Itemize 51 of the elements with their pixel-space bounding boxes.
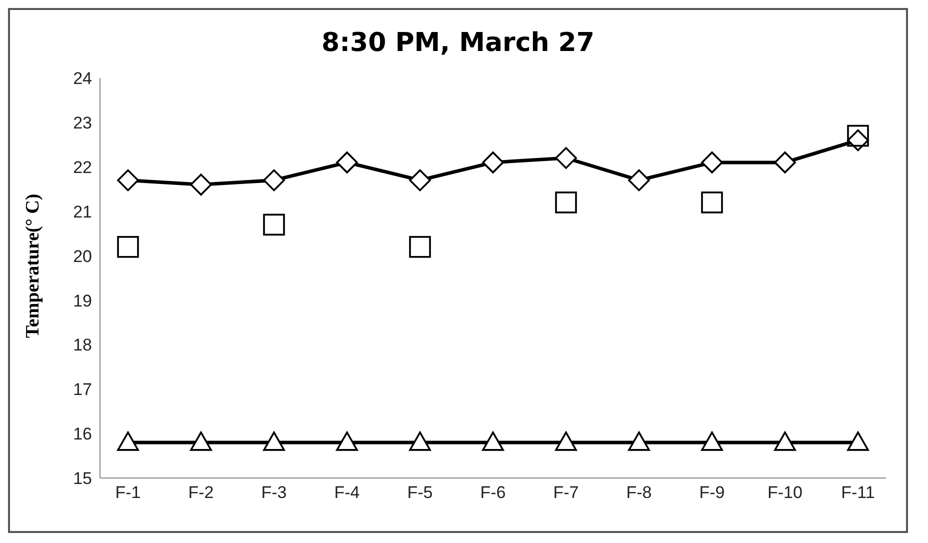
point — [117, 169, 139, 192]
x-tick-label: F-1 — [115, 483, 141, 502]
point — [847, 129, 869, 152]
point — [701, 192, 723, 214]
point — [628, 432, 650, 451]
point — [263, 169, 285, 192]
point — [555, 147, 577, 169]
x-tick-label: F-6 — [480, 483, 506, 502]
point — [482, 432, 504, 451]
y-tick-label: 16 — [73, 424, 92, 444]
point — [409, 169, 431, 192]
x-tick-label: F-10 — [768, 483, 802, 502]
point — [774, 432, 796, 451]
y-tick-label: 24 — [73, 69, 92, 88]
point — [190, 174, 212, 196]
x-tick-label: F-5 — [407, 483, 433, 502]
x-tick-label: F-11 — [841, 483, 875, 502]
point — [482, 152, 504, 174]
point — [555, 192, 577, 214]
point — [263, 432, 285, 451]
point — [190, 432, 212, 451]
point — [628, 169, 650, 192]
point — [701, 152, 723, 174]
y-tick-label: 19 — [73, 291, 92, 310]
x-tick-label: F-8 — [626, 483, 652, 502]
y-axis-title: Temperature(° C) — [22, 194, 44, 338]
x-tick-label: F-3 — [261, 483, 287, 502]
y-tick-label: 21 — [73, 202, 92, 222]
y-tick-label: 17 — [73, 380, 92, 400]
point — [555, 432, 577, 451]
point — [117, 236, 139, 258]
x-tick-label: F-2 — [188, 483, 214, 502]
point — [701, 432, 723, 451]
point — [117, 432, 139, 451]
y-tick-label: 20 — [73, 246, 92, 266]
x-tick-label: F-7 — [553, 483, 579, 502]
x-tick-label: F-9 — [699, 483, 725, 502]
point — [336, 432, 358, 451]
x-tick-label: F-4 — [334, 483, 360, 502]
point — [774, 152, 796, 174]
point — [263, 214, 285, 236]
point — [847, 124, 869, 147]
point — [847, 432, 869, 451]
y-tick-label: 18 — [73, 336, 92, 355]
y-tick-label: 23 — [73, 113, 92, 132]
point — [336, 152, 358, 174]
chart-title: 8:30 PM, March 27 — [320, 28, 596, 60]
y-tick-label: 22 — [73, 158, 92, 177]
y-tick-label: 15 — [73, 469, 92, 488]
point — [409, 432, 431, 451]
point — [409, 236, 431, 258]
